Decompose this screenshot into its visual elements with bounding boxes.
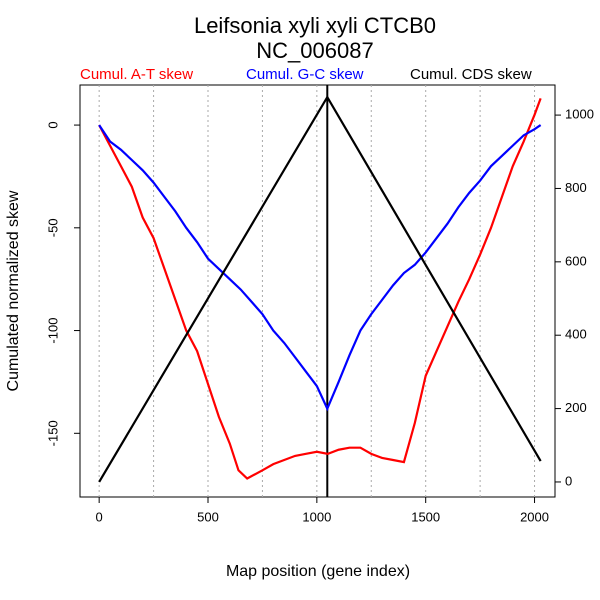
y2-tick-label: 200 xyxy=(565,400,587,415)
series-line xyxy=(98,94,542,483)
legend-label: Cumul. G-C skew xyxy=(246,66,364,83)
y-tick-label: 0 xyxy=(45,121,60,128)
y2-tick-label: 400 xyxy=(565,327,587,342)
y-axis-title: Cumulated normalized skew xyxy=(5,190,22,391)
x-axis-title: Map position (gene index) xyxy=(226,563,410,580)
x-tick-label: 1500 xyxy=(411,509,440,524)
series-line xyxy=(98,124,542,412)
series-line xyxy=(98,97,542,480)
y2-tick-label: 800 xyxy=(565,180,587,195)
chart-subtitle: NC_006087 xyxy=(256,38,373,63)
y2-tick-label: 1000 xyxy=(565,107,594,122)
chart-title: Leifsonia xyli xyli CTCB0 xyxy=(194,13,436,38)
x-tick-label: 1000 xyxy=(302,509,331,524)
plot-frame xyxy=(79,84,556,498)
y-tick-label: -100 xyxy=(45,318,60,344)
y2-tick-label: 600 xyxy=(565,253,587,268)
x-tick-label: 0 xyxy=(96,509,103,524)
x-tick-label: 500 xyxy=(197,509,219,524)
legend-label: Cumul. CDS skew xyxy=(410,66,532,83)
legend-label: Cumul. A-T skew xyxy=(80,66,193,83)
y-tick-label: -50 xyxy=(45,218,60,237)
y2-tick-label: 0 xyxy=(565,473,572,488)
y-tick-label: -150 xyxy=(45,420,60,446)
x-tick-label: 2000 xyxy=(520,509,549,524)
